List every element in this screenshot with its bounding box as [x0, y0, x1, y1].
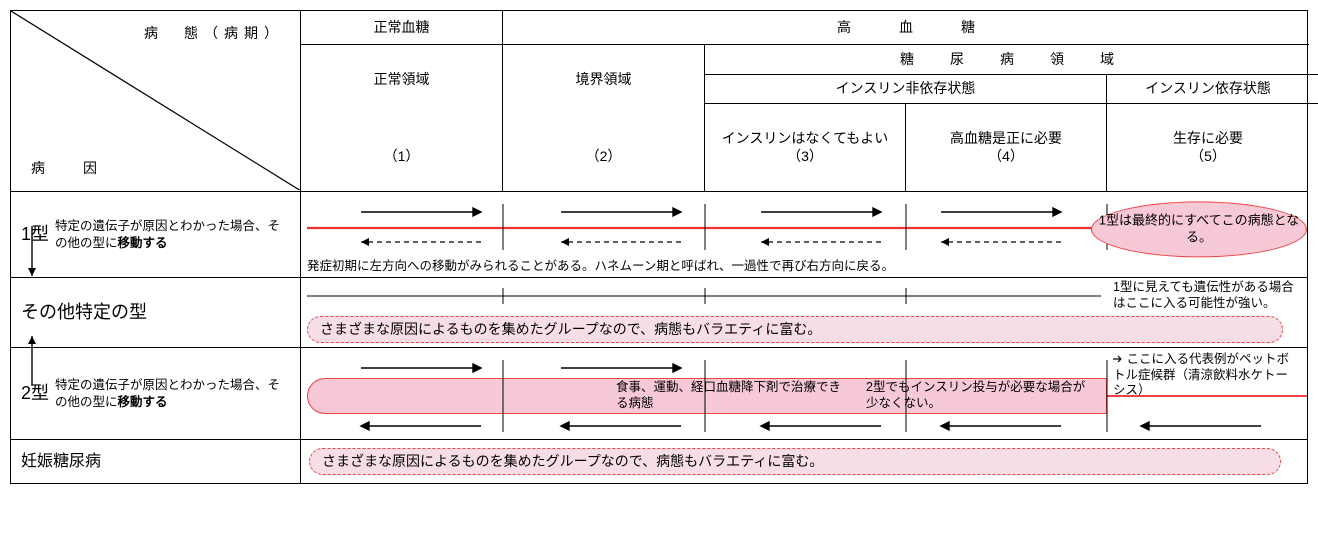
normal-region-label: 正常領域 — [374, 71, 430, 89]
col-num-4: （4） — [950, 148, 1062, 166]
row-type2: 2型 特定の遺伝子が原因とわかった場合、その他の型に移動する ここに入る代表例が… — [11, 347, 1307, 439]
border-region-label: 境界領域 — [576, 71, 632, 89]
other-right: 1型に見えても遺伝性がある場合はここに入る可能性が強い。 さまざまな原因によるも… — [301, 278, 1309, 347]
dm-region-label: 糖尿病領域 — [705, 45, 1309, 74]
col3-note: インスリンはなくてもよい — [722, 130, 889, 148]
col-num-1: （1） — [374, 148, 430, 166]
col-normal-region: 正常領域 （1） — [301, 45, 503, 191]
dm-region-block: 糖尿病領域 インスリン非依存状態 インスリン依存状態 インスリンはなくてもよい … — [705, 45, 1318, 191]
gdm-left: 妊娠糖尿病 — [11, 440, 301, 483]
header-stage-label: 病 態（病期） — [144, 25, 284, 43]
type1-ellipse: 1型は最終的にすべてこの病態となる。 — [1091, 201, 1307, 257]
col4-cell: 高血糖是正に必要 （4） — [906, 104, 1107, 191]
type2-arrows — [301, 348, 1309, 440]
other-top-line — [301, 280, 1107, 312]
col-border-region: 境界領域 （2） — [503, 45, 705, 191]
row-other: その他特定の型 1型に見えても遺伝性がある場合はここに入る可能性が強い。 さまざ… — [11, 277, 1307, 347]
col-hyper-glucose: 高血糖 — [503, 11, 1309, 44]
gdm-right: さまざまな原因によるものを集めたグループなので、病態もバラエティに富む。 — [301, 440, 1309, 483]
row-gdm: 妊娠糖尿病 さまざまな原因によるものを集めたグループなので、病態もバラエティに富… — [11, 439, 1307, 483]
col4-note: 高血糖是正に必要 — [950, 130, 1062, 148]
header-diagonal-cell: 病 態（病期） 病 因 — [11, 11, 301, 191]
diabetes-classification-table: 病 態（病期） 病 因 正常血糖 高血糖 正常領域 （1） — [10, 10, 1308, 484]
header-block: 病 態（病期） 病 因 正常血糖 高血糖 正常領域 （1） — [11, 11, 1307, 191]
type2-note: 特定の遺伝子が原因とわかった場合、その他の型に移動する — [55, 377, 290, 410]
col-normal-glucose: 正常血糖 — [301, 11, 503, 44]
header-etiology-label: 病 因 — [31, 160, 109, 178]
other-right-note: 1型に見えても遺伝性がある場合はここに入る可能性が強い。 — [1107, 278, 1305, 313]
type1-left: 1型 特定の遺伝子が原因とわかった場合、その他の型に移動する — [11, 192, 301, 277]
other-left: その他特定の型 — [11, 278, 301, 347]
type1-footnote: 発症初期に左方向への移動がみられることがある。ハネムーン期と呼ばれ、一過性で再び… — [307, 259, 1303, 275]
other-label: その他特定の型 — [21, 301, 147, 324]
col-num-2: （2） — [576, 148, 632, 166]
col5-cell: 生存に必要 （5） — [1107, 104, 1309, 191]
type1-chart: 1型は最終的にすべてこの病態となる。 発症初期に左方向への移動がみられることがあ… — [301, 192, 1309, 277]
col5-note: 生存に必要 — [1173, 130, 1243, 148]
dependent-label: インスリン依存状態 — [1107, 75, 1309, 103]
row-type1: 1型 特定の遺伝子が原因とわかった場合、その他の型に移動する — [11, 191, 1307, 277]
other-pink-box: さまざまな原因によるものを集めたグループなので、病態もバラエティに富む。 — [307, 316, 1283, 344]
col-num-5: （5） — [1173, 148, 1243, 166]
type2-label: 2型 — [21, 382, 49, 405]
other-box-wrap: さまざまな原因によるものを集めたグループなので、病態もバラエティに富む。 — [307, 316, 1303, 344]
col3-cell: インスリンはなくてもよい （3） — [705, 104, 906, 191]
non-dependent-label: インスリン非依存状態 — [705, 75, 1107, 103]
type1-note: 特定の遺伝子が原因とわかった場合、その他の型に移動する — [55, 218, 290, 251]
col-num-3: （3） — [722, 148, 889, 166]
gdm-label: 妊娠糖尿病 — [21, 452, 101, 472]
header-columns: 正常血糖 高血糖 正常領域 （1） 境界領域 （2） — [301, 11, 1309, 191]
type1-label: 1型 — [21, 223, 49, 246]
gdm-pink-box: さまざまな原因によるものを集めたグループなので、病態もバラエティに富む。 — [309, 448, 1281, 476]
type1-ellipse-text: 1型は最終的にすべてこの病態となる。 — [1092, 213, 1306, 246]
type2-chart: ここに入る代表例がペットボトル症候群（清涼飲料水ケトーシス） 食事、運動、経口血… — [301, 348, 1309, 439]
type2-left: 2型 特定の遺伝子が原因とわかった場合、その他の型に移動する — [11, 348, 301, 439]
